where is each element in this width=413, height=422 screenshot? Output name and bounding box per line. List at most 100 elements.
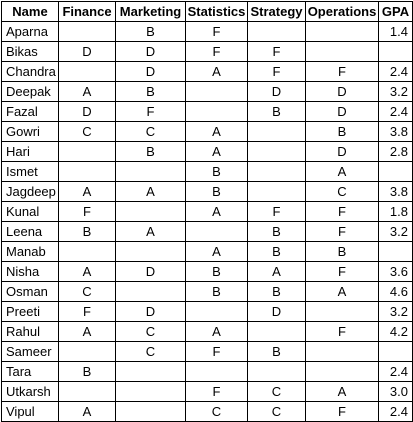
- cell-name: Rahul: [1, 321, 59, 342]
- cell-marketing: [115, 281, 186, 302]
- cell-operations: B: [305, 121, 379, 142]
- cell-statistics: A: [185, 141, 248, 162]
- cell-operations: C: [305, 181, 379, 202]
- cell-name: Hari: [1, 141, 59, 162]
- cell-gpa: 2.4: [378, 61, 413, 82]
- cell-gpa: 1.4: [378, 21, 413, 42]
- cell-statistics: A: [185, 61, 248, 82]
- cell-operations: F: [305, 261, 379, 282]
- cell-strategy: B: [247, 341, 306, 362]
- cell-statistics: [185, 221, 248, 242]
- cell-name: Sameer: [1, 341, 59, 362]
- header-finance: Finance: [58, 1, 116, 22]
- header-marketing: Marketing: [115, 1, 186, 22]
- cell-operations: A: [305, 161, 379, 182]
- cell-name: Aparna: [1, 21, 59, 42]
- cell-marketing: [115, 361, 186, 382]
- cell-operations: D: [305, 81, 379, 102]
- cell-marketing: F: [115, 101, 186, 122]
- cell-gpa: 3.6: [378, 261, 413, 282]
- cell-strategy: [247, 321, 306, 342]
- table-row: Leena B A B F 3.2: [1, 221, 413, 242]
- cell-name: Vipul: [1, 401, 59, 422]
- cell-marketing: C: [115, 121, 186, 142]
- table-row: Jagdeep A A B C 3.8: [1, 181, 413, 202]
- header-gpa: GPA: [378, 1, 413, 22]
- table-row: Aparna B F 1.4: [1, 21, 413, 42]
- cell-operations: [305, 361, 379, 382]
- header-name: Name: [1, 1, 59, 22]
- cell-strategy: B: [247, 241, 306, 262]
- table-row: Osman C B B A 4.6: [1, 281, 413, 302]
- cell-gpa: [378, 341, 413, 362]
- cell-finance: [58, 241, 116, 262]
- cell-gpa: 3.8: [378, 121, 413, 142]
- cell-gpa: 2.4: [378, 401, 413, 422]
- cell-name: Kunal: [1, 201, 59, 222]
- cell-strategy: [247, 121, 306, 142]
- cell-statistics: F: [185, 41, 248, 62]
- table-row: Bikas D D F F: [1, 41, 413, 62]
- cell-marketing: [115, 201, 186, 222]
- table-row: Chandra D A F F 2.4: [1, 61, 413, 82]
- cell-marketing: C: [115, 321, 186, 342]
- cell-strategy: [247, 181, 306, 202]
- header-row: Name Finance Marketing Statistics Strate…: [1, 1, 413, 22]
- cell-strategy: B: [247, 281, 306, 302]
- cell-marketing: B: [115, 141, 186, 162]
- cell-strategy: [247, 21, 306, 42]
- cell-marketing: A: [115, 181, 186, 202]
- cell-finance: C: [58, 121, 116, 142]
- cell-name: Leena: [1, 221, 59, 242]
- table-row: Manab A B B: [1, 241, 413, 262]
- cell-statistics: [185, 361, 248, 382]
- cell-marketing: [115, 241, 186, 262]
- cell-name: Nisha: [1, 261, 59, 282]
- cell-strategy: B: [247, 221, 306, 242]
- table-row: Sameer C F B: [1, 341, 413, 362]
- cell-gpa: 2.8: [378, 141, 413, 162]
- table-row: Utkarsh F C A 3.0: [1, 381, 413, 402]
- cell-operations: [305, 301, 379, 322]
- cell-finance: D: [58, 101, 116, 122]
- cell-statistics: [185, 101, 248, 122]
- cell-strategy: [247, 161, 306, 182]
- cell-gpa: 3.0: [378, 381, 413, 402]
- cell-operations: A: [305, 281, 379, 302]
- cell-gpa: 3.2: [378, 221, 413, 242]
- cell-operations: B: [305, 241, 379, 262]
- cell-statistics: A: [185, 121, 248, 142]
- header-statistics: Statistics: [185, 1, 248, 22]
- cell-operations: F: [305, 201, 379, 222]
- cell-marketing: [115, 381, 186, 402]
- table-row: Fazal D F B D 2.4: [1, 101, 413, 122]
- cell-finance: [58, 161, 116, 182]
- cell-gpa: 3.8: [378, 181, 413, 202]
- cell-gpa: 2.4: [378, 361, 413, 382]
- cell-strategy: [247, 141, 306, 162]
- cell-operations: F: [305, 61, 379, 82]
- cell-gpa: [378, 241, 413, 262]
- cell-finance: A: [58, 401, 116, 422]
- cell-name: Deepak: [1, 81, 59, 102]
- cell-statistics: F: [185, 341, 248, 362]
- cell-name: Utkarsh: [1, 381, 59, 402]
- cell-strategy: F: [247, 41, 306, 62]
- cell-operations: F: [305, 321, 379, 342]
- cell-operations: D: [305, 141, 379, 162]
- cell-finance: A: [58, 81, 116, 102]
- cell-finance: [58, 381, 116, 402]
- cell-name: Osman: [1, 281, 59, 302]
- cell-statistics: F: [185, 21, 248, 42]
- cell-operations: D: [305, 101, 379, 122]
- cell-gpa: 3.2: [378, 81, 413, 102]
- cell-finance: B: [58, 221, 116, 242]
- cell-statistics: [185, 81, 248, 102]
- table-row: Preeti F D D 3.2: [1, 301, 413, 322]
- cell-operations: A: [305, 381, 379, 402]
- cell-finance: D: [58, 41, 116, 62]
- cell-marketing: B: [115, 21, 186, 42]
- cell-name: Tara: [1, 361, 59, 382]
- cell-operations: [305, 21, 379, 42]
